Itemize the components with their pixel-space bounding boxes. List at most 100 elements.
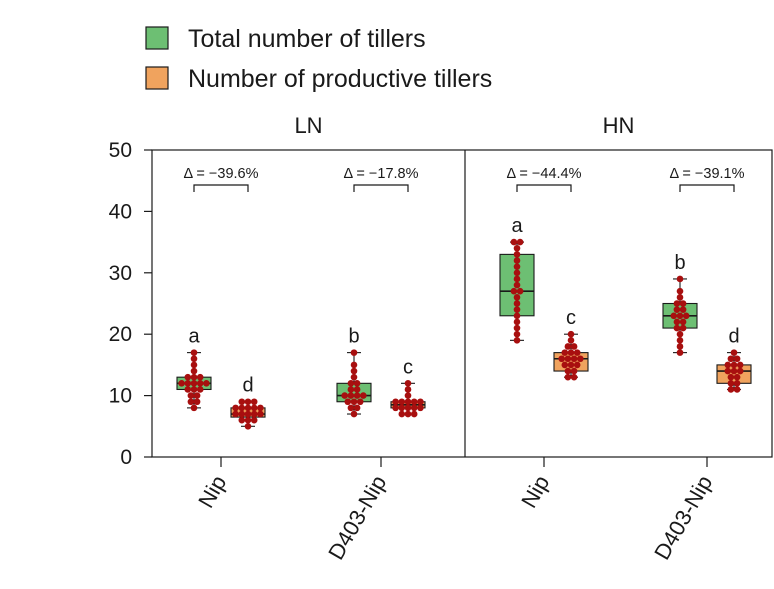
data-point bbox=[190, 386, 198, 393]
delta-bracket bbox=[193, 184, 249, 192]
data-point bbox=[238, 416, 246, 424]
data-point bbox=[561, 361, 569, 369]
data-point bbox=[513, 312, 521, 320]
significance-letter: b bbox=[674, 252, 685, 274]
data-point bbox=[513, 306, 521, 313]
data-point bbox=[350, 398, 358, 406]
significance-letter: c bbox=[566, 307, 576, 329]
data-point bbox=[257, 404, 264, 412]
data-point bbox=[673, 300, 681, 307]
data-point bbox=[676, 294, 684, 301]
data-point bbox=[353, 404, 361, 412]
data-point bbox=[733, 355, 741, 363]
data-point bbox=[570, 355, 578, 363]
data-point bbox=[190, 349, 198, 356]
data-point bbox=[350, 361, 358, 369]
y-tick-label: 30 bbox=[109, 262, 132, 285]
data-point bbox=[232, 404, 239, 412]
data-point bbox=[190, 355, 198, 363]
data-point bbox=[350, 367, 358, 375]
data-point bbox=[398, 398, 406, 406]
panel-title: HN bbox=[603, 113, 635, 138]
delta-label: Δ = −39.6% bbox=[184, 166, 259, 182]
data-point bbox=[513, 318, 521, 326]
data-point bbox=[244, 410, 252, 418]
data-point bbox=[178, 380, 185, 387]
data-point bbox=[679, 300, 687, 307]
y-tick-label: 10 bbox=[109, 385, 132, 408]
data-point bbox=[513, 257, 521, 264]
data-point bbox=[727, 380, 735, 387]
significance-letter: d bbox=[728, 326, 739, 348]
data-point bbox=[238, 398, 246, 406]
data-point bbox=[347, 404, 355, 412]
data-point bbox=[676, 349, 684, 356]
data-point bbox=[250, 416, 258, 424]
data-point bbox=[570, 373, 578, 381]
data-point bbox=[417, 404, 424, 412]
data-point bbox=[347, 386, 355, 393]
data-point bbox=[513, 281, 521, 289]
data-point bbox=[679, 306, 687, 313]
x-tick-label: Nip bbox=[193, 471, 231, 512]
plot-area: Δ = −39.6% a d Δ = −17.8% b c Δ = −44.4% a c Δ = … bbox=[176, 166, 752, 430]
data-point bbox=[190, 373, 198, 381]
data-point bbox=[513, 300, 521, 307]
data-point bbox=[392, 404, 399, 412]
data-point bbox=[350, 373, 358, 381]
data-point bbox=[733, 380, 741, 387]
data-point bbox=[724, 367, 732, 375]
data-point bbox=[727, 386, 735, 393]
data-point bbox=[244, 423, 252, 430]
data-point bbox=[187, 392, 195, 399]
data-point bbox=[724, 361, 732, 369]
data-point bbox=[250, 404, 258, 412]
data-point bbox=[676, 287, 684, 295]
data-point bbox=[513, 269, 521, 277]
data-point bbox=[360, 392, 367, 399]
data-point bbox=[196, 386, 204, 393]
data-point bbox=[392, 398, 399, 406]
data-point bbox=[356, 398, 364, 406]
data-point bbox=[564, 355, 572, 363]
data-point bbox=[184, 380, 192, 387]
significance-letter: a bbox=[188, 326, 200, 348]
delta-label: Δ = −17.8% bbox=[344, 166, 419, 182]
data-point bbox=[673, 324, 681, 332]
data-point bbox=[244, 398, 252, 406]
data-point bbox=[232, 410, 239, 418]
data-point bbox=[513, 324, 521, 332]
data-point bbox=[244, 416, 252, 424]
data-point bbox=[193, 398, 201, 406]
data-point bbox=[250, 398, 258, 406]
data-point bbox=[417, 398, 424, 406]
data-point bbox=[679, 318, 687, 326]
data-point bbox=[516, 238, 524, 246]
data-point bbox=[187, 398, 195, 406]
data-point bbox=[679, 324, 687, 332]
data-point bbox=[567, 349, 575, 356]
data-point bbox=[567, 330, 575, 338]
data-point bbox=[733, 373, 741, 381]
data-point bbox=[410, 404, 418, 412]
plot-frame bbox=[151, 149, 773, 458]
data-point bbox=[196, 373, 204, 381]
data-point bbox=[350, 349, 358, 356]
delta-bracket bbox=[353, 184, 409, 192]
data-point bbox=[513, 337, 521, 344]
data-point bbox=[404, 392, 412, 399]
data-point bbox=[398, 410, 406, 418]
data-point bbox=[558, 355, 565, 363]
y-tick-label: 20 bbox=[109, 323, 132, 346]
data-point bbox=[196, 380, 204, 387]
data-point bbox=[250, 410, 258, 418]
x-tick-label: D403-Nip bbox=[323, 471, 391, 564]
data-point bbox=[244, 404, 252, 412]
data-point bbox=[676, 337, 684, 344]
data-point bbox=[513, 330, 521, 338]
data-point bbox=[682, 312, 690, 320]
delta-label: Δ = −39.1% bbox=[670, 166, 745, 182]
data-point bbox=[353, 392, 361, 399]
delta-bracket bbox=[679, 184, 735, 192]
